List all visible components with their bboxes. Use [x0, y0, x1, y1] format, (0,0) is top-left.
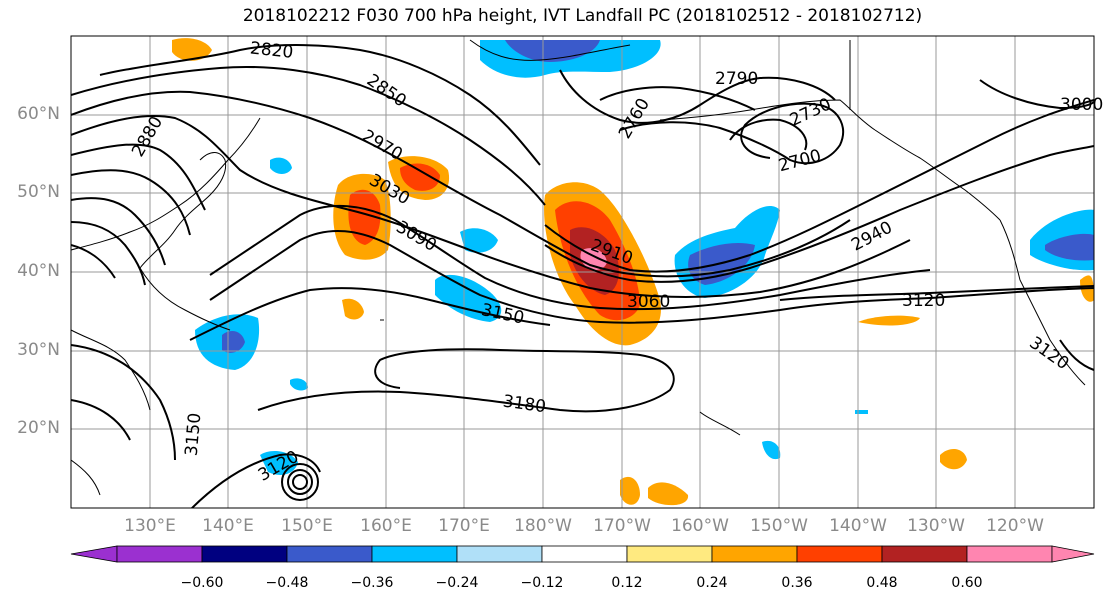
map-frame: [70, 35, 1095, 509]
contour-label: 3120: [1026, 333, 1073, 374]
low-center-rings: [281, 463, 319, 501]
colorbar-max-extend: [1051, 545, 1095, 563]
contour-label: 2700: [776, 146, 823, 177]
lat-label: 50°N: [17, 182, 60, 202]
colorbar: [70, 545, 1095, 563]
colorbar-tick-label: −0.60: [180, 575, 224, 591]
lon-label: 130°W: [907, 516, 965, 536]
lon-label: 120°W: [986, 516, 1044, 536]
lon-label: 160°E: [360, 516, 412, 536]
lon-label: 140°E: [202, 516, 254, 536]
lon-label: 140°W: [829, 516, 887, 536]
lon-label: 150°E: [281, 516, 333, 536]
colorbar-tick-label: 0.48: [866, 575, 898, 591]
contour-label: 3000: [1060, 95, 1103, 115]
colorbar-tick-label: −0.12: [520, 575, 564, 591]
lat-label: 20°N: [17, 418, 60, 438]
colorbar-tick-label: 0.12: [611, 575, 643, 591]
graticule: [71, 36, 1094, 508]
contour-label: 3060: [627, 292, 670, 312]
colorbar-tick-label: 0.24: [696, 575, 728, 591]
lon-label: 170°W: [593, 516, 651, 536]
lon-label: 170°E: [438, 516, 490, 536]
contour-label: 2970: [358, 126, 405, 165]
colorbar-tick-label: −0.48: [265, 575, 309, 591]
contour-label: 3180: [502, 392, 548, 418]
lon-label: 160°W: [671, 516, 729, 536]
contour-label: 2730: [787, 94, 835, 130]
map-title: 2018102212 F030 700 hPa height, IVT Land…: [242, 6, 923, 26]
contour-label: 2820: [249, 38, 294, 62]
lon-label: 180°W: [514, 516, 572, 536]
colorbar-min-extend: [70, 545, 118, 563]
lat-label: 60°N: [17, 104, 60, 124]
contour-label: 2790: [715, 69, 758, 89]
contour-label: 2760: [615, 95, 654, 142]
height-contours: [71, 44, 1094, 508]
colorbar-tick-label: −0.36: [350, 575, 394, 591]
contour-label: 3120: [902, 291, 945, 311]
lon-label: 130°E: [124, 516, 176, 536]
contour-label: 3150: [182, 412, 206, 457]
colorbar-tick-label: 0.36: [781, 575, 813, 591]
colorbar-tick-label: 0.60: [951, 575, 983, 591]
lon-label: 150°W: [750, 516, 808, 536]
colorbar-tick-label: −0.24: [435, 575, 479, 591]
lat-label: 30°N: [17, 340, 60, 360]
lat-label: 40°N: [17, 261, 60, 281]
coastlines: [71, 39, 1086, 496]
contour-label: 3150: [480, 300, 526, 329]
contour-label: 2880: [128, 113, 167, 160]
